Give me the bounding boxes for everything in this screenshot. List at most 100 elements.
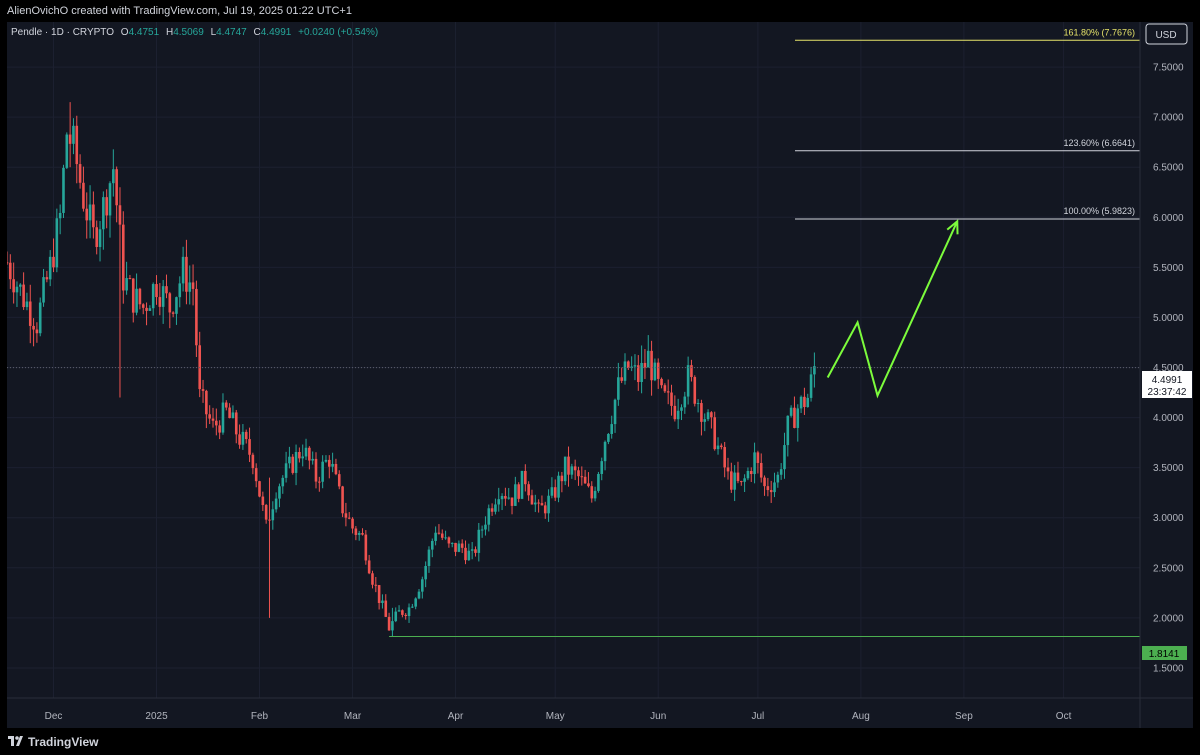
candle-body [288,456,291,464]
candle-body [487,508,491,525]
candle-body [776,474,780,483]
candle-body [271,509,275,521]
candle-body [55,218,59,268]
candle-body [430,540,434,550]
projection-arrowhead [946,219,959,235]
candle-body [131,278,135,313]
candle-body [251,454,255,469]
candle-body [550,487,554,496]
candle-body [627,361,630,369]
candle-body [716,445,720,450]
candle-body [234,412,238,435]
candle-body [793,407,796,428]
time-axis[interactable]: Dec 2025 Feb Mar Apr May Jun Jul Aug Sep Oct [45,711,1072,722]
candle-body [128,278,132,280]
candle-body [610,424,614,434]
support-badge [1142,646,1187,660]
candle-body [673,405,677,420]
candle-body [258,481,261,497]
candle-body [351,518,354,529]
candle-body [298,451,301,459]
projection [826,219,959,399]
candle-body [9,262,12,280]
candle-body [112,169,115,184]
time-tick-label: Sep [955,711,973,722]
price-tick-label: 6.5000 [1153,163,1184,174]
candle-body [324,459,328,462]
candle-body [756,452,760,463]
candle-body [205,390,208,415]
candle-body [92,204,95,228]
candle-body [278,486,281,499]
candle-body [617,377,620,400]
candle-body [401,610,404,615]
candle-body [411,606,414,608]
candle-body [387,616,391,631]
candle-body [660,378,663,386]
currency-button[interactable] [1145,23,1188,45]
candle-body [248,439,251,455]
candle-body [304,447,308,457]
candle-body [62,167,65,213]
candle-body [683,396,687,408]
candle-body [241,431,245,445]
candle-body [228,407,231,419]
price-chart[interactable]: 161.80% (7.7676) 123.60% (6.6641) 100.00% … [7,22,1193,728]
candle-body [723,447,726,468]
candle-body [42,277,45,303]
candle-body [341,486,344,514]
candle-body [457,543,461,552]
candle-body [381,600,384,603]
chart-area[interactable]: 161.80% (7.7676) 123.60% (6.6641) 100.00% … [7,22,1193,728]
time-tick-label: Jun [650,711,666,722]
candle-body [105,197,108,216]
projection-path [826,220,959,399]
fib-level-label: 161.80% (7.7676) [1063,27,1135,37]
candle-body [510,497,514,506]
candle-body [52,256,55,268]
candle-body [474,549,477,553]
candle-body [803,396,806,408]
candle-body [663,385,667,392]
price-tick-label: 6.0000 [1153,213,1184,224]
candle-body [600,461,604,474]
candle-body [35,329,39,334]
candle-body [686,365,690,397]
candle-body [427,549,431,567]
candle-body [640,362,643,383]
candle-body [543,505,547,514]
candle-body [158,297,162,307]
currency-label[interactable]: USD [1155,30,1176,41]
price-tick-label: 3.0000 [1153,513,1184,524]
attribution-bar: AlienOvichO created with TradingView.com… [0,0,1200,22]
fib-level-label: 100.00% (5.9823) [1063,206,1135,216]
time-tick-label: Apr [448,711,464,722]
candle-body [215,420,218,426]
candle-body [590,486,594,499]
candle-body [507,497,511,499]
candle-body [185,256,188,292]
candle-body [547,495,550,514]
last-price-badge [1142,371,1192,398]
candle-body [530,495,534,505]
candle-body [490,508,494,512]
price-tick-label: 7.0000 [1153,113,1184,124]
candle-countdown: 23:37:42 [1148,387,1187,398]
candle-body [138,288,142,305]
price-axis[interactable]: 1.5000 2.0000 2.5000 3.0000 3.5000 4.0000 4.50… [1153,63,1184,675]
high-label: H [166,27,173,38]
fib-level-label: 123.60% (6.6641) [1063,138,1135,148]
candle-body [424,566,427,580]
candle-body [533,502,537,505]
candle-body [730,471,733,490]
candle-body [656,362,660,379]
candle-body [72,125,75,144]
grid [7,22,1140,698]
candlesticks [7,102,816,637]
candle-body [148,308,152,311]
candle-body [85,208,89,221]
candle-body [763,477,766,487]
candle-body [670,392,673,406]
candle-body [587,483,590,487]
candle-body [806,397,810,408]
